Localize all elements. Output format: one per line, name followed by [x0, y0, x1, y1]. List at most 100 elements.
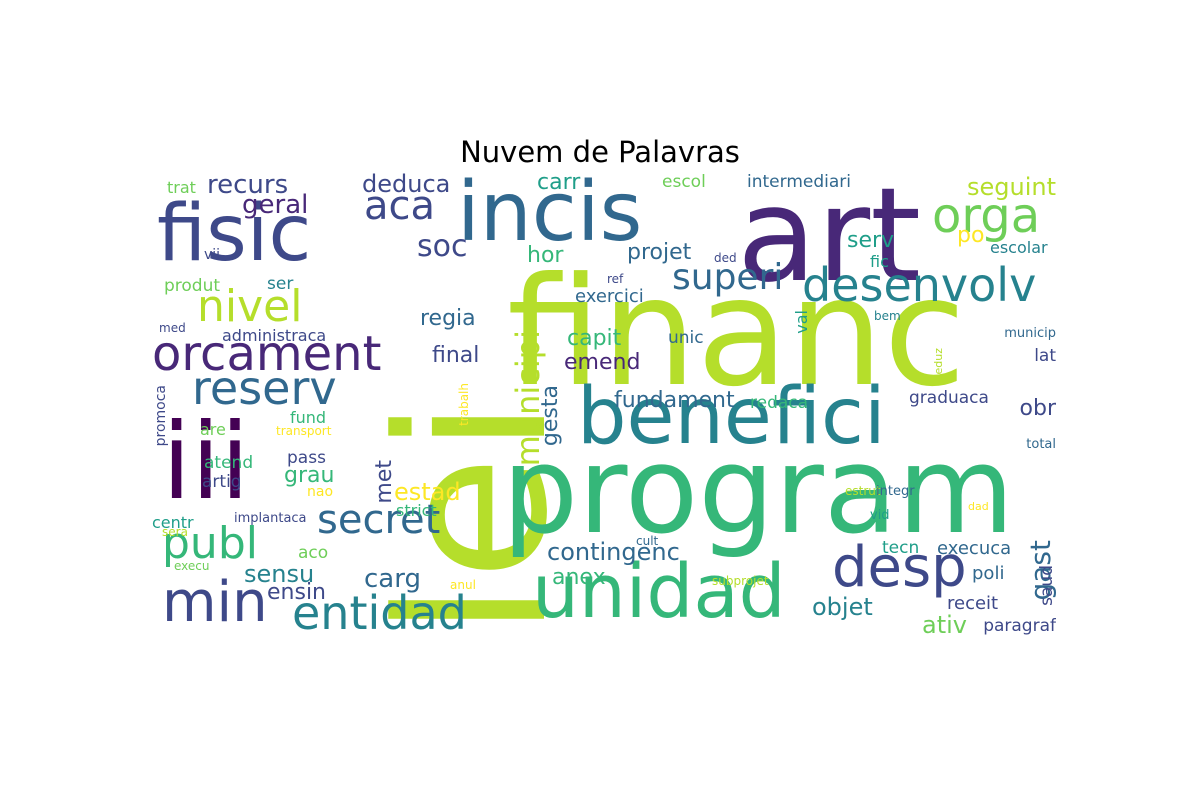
- cloud-word: graduaca: [909, 388, 989, 408]
- cloud-word: val: [792, 310, 811, 334]
- cloud-word: art: [737, 170, 922, 311]
- cloud-word: centr: [152, 513, 194, 532]
- cloud-word: seguint: [966, 173, 1056, 201]
- cloud-word: dad: [968, 500, 989, 513]
- cloud-word: regia: [420, 306, 476, 331]
- cloud-word: lat: [1034, 346, 1056, 366]
- cloud-word: pass: [287, 448, 326, 468]
- cloud-word: exercici: [575, 286, 644, 307]
- cloud-word: anex: [552, 565, 606, 590]
- cloud-word: orcament: [152, 326, 382, 382]
- cloud-word: promoca: [153, 385, 169, 447]
- cloud-word: escolar: [990, 238, 1048, 257]
- cloud-word: benefici: [577, 372, 886, 462]
- cloud-word: fund: [290, 408, 327, 427]
- cloud-word: anul: [450, 578, 476, 592]
- cloud-word: unidad: [532, 549, 786, 635]
- cloud-word: saud: [1037, 565, 1056, 606]
- cloud-word: intermediari: [747, 172, 851, 192]
- cloud-word: fic: [870, 252, 889, 271]
- cloud-word: financ: [507, 246, 967, 420]
- cloud-word: iii: [162, 401, 250, 523]
- cloud-word: serv: [847, 228, 895, 253]
- cloud-word: desenvolv: [802, 258, 1037, 312]
- cloud-word: strict: [396, 501, 437, 520]
- cloud-word: emend: [564, 350, 641, 375]
- cloud-word: subprojet: [712, 574, 769, 588]
- cloud-word: trabalh: [457, 383, 471, 426]
- cloud-word: deduz: [932, 348, 945, 382]
- cloud-word: deduca: [362, 170, 451, 198]
- cloud-word: fundament: [614, 388, 735, 413]
- cloud-word: po: [957, 223, 985, 248]
- cloud-word: poli: [972, 563, 1005, 584]
- cloud-word: gesta: [538, 385, 563, 447]
- cloud-word: paragraf: [983, 616, 1056, 636]
- cloud-word: med: [159, 321, 186, 335]
- cloud-word: ser: [267, 274, 294, 294]
- cloud-word: geral: [242, 190, 309, 220]
- cloud-word: aca: [364, 183, 436, 229]
- cloud-word: superi: [672, 257, 784, 298]
- cloud-word: total: [1026, 437, 1056, 452]
- cloud-word: implantaca: [234, 511, 307, 526]
- cloud-word: carg: [364, 564, 421, 594]
- cloud-word: escol: [662, 172, 706, 192]
- cloud-word: objet: [812, 593, 873, 621]
- cloud-word: estad: [394, 478, 461, 506]
- cloud-word: municip: [1004, 326, 1056, 341]
- cloud-word: nivel: [197, 281, 303, 332]
- cloud-word: redaca: [750, 393, 809, 413]
- cloud-word: ensin: [267, 580, 326, 605]
- cloud-word: execuca: [937, 538, 1012, 559]
- cloud-word: fisic: [157, 189, 312, 279]
- cloud-word: final: [432, 343, 480, 368]
- cloud-word: integr: [876, 484, 915, 499]
- cloud-word: trat: [167, 178, 196, 197]
- cloud-word: vid: [870, 508, 890, 523]
- cloud-word: atend: [204, 453, 254, 473]
- cloud-word: ded: [714, 251, 737, 265]
- cloud-word: nao: [307, 484, 334, 500]
- cloud-word: sensu: [244, 560, 315, 588]
- cloud-word: artig: [202, 472, 242, 492]
- cloud-word: desp: [832, 535, 967, 600]
- cloud-word: vii: [204, 247, 221, 263]
- cloud-word: met: [372, 460, 397, 504]
- cloud-word: reserv: [192, 361, 337, 415]
- cloud-word: unic: [668, 328, 704, 348]
- cloud-word: transport: [276, 424, 332, 438]
- cloud-word: administraca: [222, 326, 327, 345]
- cloud-word: hor: [527, 243, 564, 268]
- cloud-word: estrut: [845, 484, 881, 498]
- cloud-word: produt: [164, 276, 221, 296]
- cloud-word: tecn: [882, 538, 920, 558]
- cloud-word: program: [502, 422, 1015, 561]
- cloud-word: execu: [174, 559, 210, 573]
- cloud-word: recurs: [207, 170, 289, 200]
- cloud-word: grau: [284, 463, 335, 488]
- cloud-word: obr: [1019, 396, 1056, 421]
- cloud-word: publ: [162, 518, 258, 569]
- word-cloud: lei financ program art incis fisic iii benefici…: [152, 170, 1056, 640]
- cloud-word: projet: [627, 240, 692, 265]
- cloud-word: cult: [636, 534, 659, 548]
- cloud-word: incis: [457, 170, 643, 260]
- cloud-word: ref: [607, 272, 624, 286]
- cloud-word: contingenc: [547, 538, 680, 566]
- cloud-word: secret: [317, 497, 441, 543]
- figure-title: Nuvem de Palavras: [460, 135, 740, 169]
- cloud-word: entidad: [292, 586, 467, 640]
- cloud-word: sera: [162, 525, 188, 539]
- cloud-word: capit: [567, 326, 622, 351]
- cloud-word: carr: [537, 170, 581, 195]
- cloud-word: ativ: [922, 611, 967, 639]
- cloud-word: min: [162, 570, 268, 635]
- cloud-word: aco: [298, 543, 329, 563]
- cloud-word: are: [200, 420, 226, 439]
- cloud-word: bem: [874, 309, 901, 323]
- cloud-word: soc: [417, 229, 468, 264]
- cloud-word: receit: [947, 593, 999, 614]
- cloud-word: orga: [932, 188, 1041, 244]
